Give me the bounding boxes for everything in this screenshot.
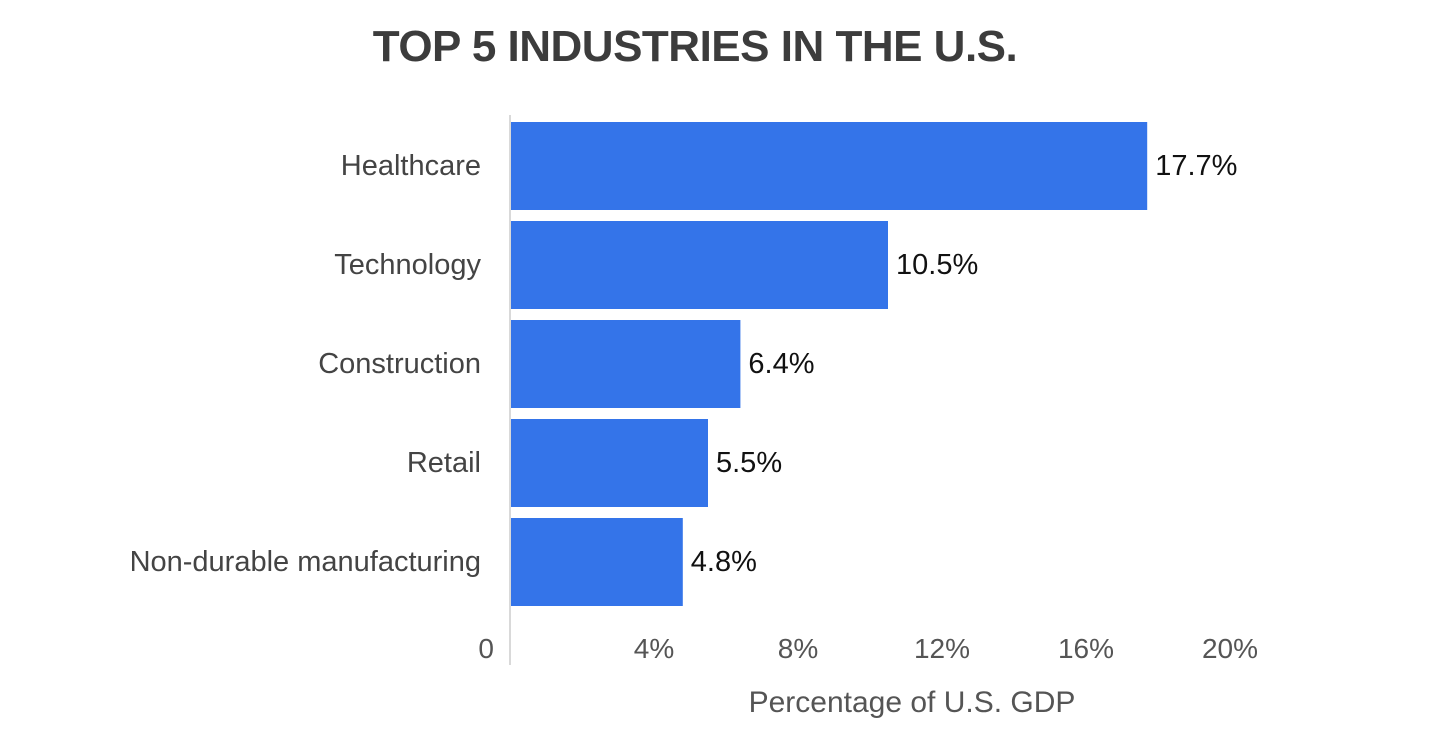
category-label-technology: Technology — [334, 249, 481, 281]
x-tick-label: 12% — [914, 633, 970, 664]
x-tick-label: 20% — [1202, 633, 1258, 664]
bar-healthcare — [511, 122, 1148, 210]
x-tick-label: 4% — [634, 633, 674, 664]
value-label-construction: 6.4% — [748, 348, 814, 380]
category-label-healthcare: Healthcare — [341, 150, 481, 182]
bar-non-durable-manufacturing — [511, 518, 683, 606]
bars-group — [511, 122, 1148, 606]
chart-title: TOP 5 INDUSTRIES IN THE U.S. — [372, 22, 1018, 71]
category-label-construction: Construction — [318, 348, 481, 380]
bar-retail — [511, 419, 708, 507]
category-label-non-durable-manufacturing: Non-durable manufacturing — [130, 546, 481, 578]
value-label-non-durable-manufacturing: 4.8% — [691, 546, 757, 578]
value-labels: 17.7% 10.5% 6.4% 5.5% 4.8% — [691, 150, 1238, 578]
x-axis-title: Percentage of U.S. GDP — [749, 686, 1076, 719]
value-label-technology: 10.5% — [896, 249, 978, 281]
bar-technology — [511, 221, 888, 309]
bar-construction — [511, 320, 741, 408]
x-tick-label: 0 — [478, 633, 494, 664]
value-label-retail: 5.5% — [716, 447, 782, 479]
category-label-retail: Retail — [407, 447, 481, 479]
x-tick-label: 8% — [778, 633, 818, 664]
value-label-healthcare: 17.7% — [1155, 150, 1237, 182]
category-labels: Healthcare Technology Construction Retail No… — [130, 150, 482, 578]
x-tick-label: 16% — [1058, 633, 1114, 664]
x-tick-labels: 0 4% 8% 12% 16% 20% — [478, 633, 1258, 664]
